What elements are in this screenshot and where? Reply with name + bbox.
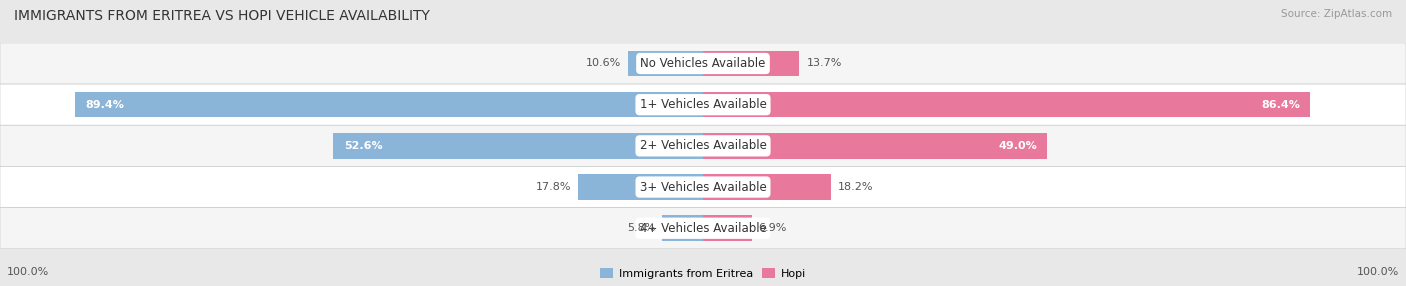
Bar (703, 133, 1047, 159)
Text: 18.2%: 18.2% (838, 182, 873, 192)
FancyBboxPatch shape (0, 125, 1406, 166)
Bar (628, 51, 703, 76)
Text: Source: ZipAtlas.com: Source: ZipAtlas.com (1281, 9, 1392, 19)
Bar (578, 174, 703, 200)
Bar (333, 133, 703, 159)
Text: 49.0%: 49.0% (998, 141, 1038, 151)
FancyBboxPatch shape (0, 43, 1406, 84)
Text: 13.7%: 13.7% (807, 59, 842, 68)
Text: 89.4%: 89.4% (84, 100, 124, 110)
Text: 6.9%: 6.9% (759, 223, 787, 233)
Bar (662, 215, 703, 241)
Bar (703, 51, 799, 76)
Text: 4+ Vehicles Available: 4+ Vehicles Available (640, 222, 766, 235)
Text: 2+ Vehicles Available: 2+ Vehicles Available (640, 139, 766, 152)
Text: No Vehicles Available: No Vehicles Available (640, 57, 766, 70)
Text: 17.8%: 17.8% (536, 182, 571, 192)
Text: 86.4%: 86.4% (1261, 100, 1301, 110)
Text: IMMIGRANTS FROM ERITREA VS HOPI VEHICLE AVAILABILITY: IMMIGRANTS FROM ERITREA VS HOPI VEHICLE … (14, 9, 430, 23)
Legend: Immigrants from Eritrea, Hopi: Immigrants from Eritrea, Hopi (596, 264, 810, 283)
Text: 52.6%: 52.6% (343, 141, 382, 151)
Bar (703, 215, 752, 241)
Text: 1+ Vehicles Available: 1+ Vehicles Available (640, 98, 766, 111)
FancyBboxPatch shape (0, 208, 1406, 249)
Text: 5.8%: 5.8% (627, 223, 655, 233)
Text: 100.0%: 100.0% (1357, 267, 1399, 277)
FancyBboxPatch shape (0, 166, 1406, 208)
Text: 3+ Vehicles Available: 3+ Vehicles Available (640, 180, 766, 194)
FancyBboxPatch shape (0, 84, 1406, 125)
Text: 10.6%: 10.6% (586, 59, 621, 68)
Bar (703, 92, 1310, 118)
Text: 100.0%: 100.0% (7, 267, 49, 277)
Bar (75, 92, 703, 118)
Bar (703, 174, 831, 200)
